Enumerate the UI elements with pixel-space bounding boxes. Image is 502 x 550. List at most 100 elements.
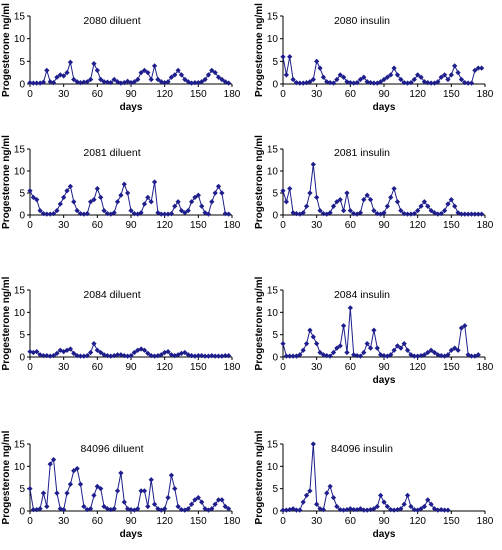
x-tick-label: 0 bbox=[27, 516, 33, 527]
data-point bbox=[148, 199, 154, 205]
data-point bbox=[283, 353, 289, 359]
data-point bbox=[30, 80, 36, 86]
data-point bbox=[290, 76, 296, 83]
data-point bbox=[67, 346, 74, 352]
data-point bbox=[37, 207, 43, 214]
data-point bbox=[212, 190, 218, 196]
y-tick-label: 10 bbox=[14, 34, 26, 45]
data-point bbox=[111, 210, 117, 216]
y-tick-label: 0 bbox=[272, 353, 278, 364]
data-point bbox=[421, 352, 428, 358]
data-point bbox=[330, 80, 337, 86]
data-point bbox=[61, 507, 67, 513]
data-point bbox=[327, 483, 333, 490]
data-point bbox=[114, 352, 121, 358]
series-line bbox=[29, 60, 229, 84]
data-point bbox=[138, 70, 144, 76]
data-point bbox=[84, 79, 90, 85]
data-point bbox=[178, 507, 185, 513]
panel-title: 84096 insulin bbox=[331, 443, 393, 455]
data-point bbox=[121, 499, 127, 505]
panel-title: 2081 diluent bbox=[83, 147, 140, 159]
data-point bbox=[364, 192, 370, 198]
data-point bbox=[212, 501, 218, 507]
data-point bbox=[77, 481, 84, 487]
x-tick-label: 60 bbox=[345, 220, 357, 231]
data-point bbox=[448, 196, 454, 203]
data-point bbox=[50, 457, 57, 463]
data-point bbox=[84, 353, 90, 359]
data-point bbox=[121, 181, 127, 187]
y-tick-label: 10 bbox=[14, 308, 26, 319]
data-point bbox=[317, 65, 323, 71]
y-tick-label: 15 bbox=[14, 286, 26, 297]
data-point bbox=[182, 349, 188, 356]
data-point bbox=[320, 74, 327, 80]
data-point bbox=[37, 352, 43, 358]
data-point bbox=[34, 349, 40, 355]
data-point bbox=[317, 349, 323, 356]
data-point bbox=[300, 347, 306, 353]
data-point bbox=[371, 327, 377, 333]
data-point bbox=[378, 79, 384, 85]
x-tick-label: 180 bbox=[477, 89, 494, 100]
data-point bbox=[222, 211, 228, 217]
data-point bbox=[293, 507, 300, 513]
data-point bbox=[148, 477, 154, 483]
data-point bbox=[300, 499, 306, 505]
x-tick-label: 90 bbox=[125, 220, 137, 231]
data-point bbox=[87, 199, 94, 205]
data-point bbox=[340, 207, 347, 214]
data-point bbox=[340, 74, 347, 80]
x-tick-label: 30 bbox=[58, 220, 70, 231]
data-point bbox=[479, 211, 485, 217]
data-point bbox=[391, 65, 397, 71]
data-point bbox=[411, 76, 417, 83]
panel-title: 2081 insulin bbox=[334, 147, 390, 159]
data-point bbox=[151, 179, 158, 185]
data-point bbox=[67, 59, 74, 65]
data-point bbox=[391, 347, 397, 353]
data-point bbox=[441, 507, 448, 513]
data-point bbox=[283, 199, 289, 205]
data-point bbox=[215, 497, 222, 503]
data-point bbox=[337, 507, 343, 513]
data-point bbox=[67, 183, 74, 190]
data-point bbox=[209, 506, 215, 512]
data-point bbox=[172, 203, 178, 209]
data-point bbox=[202, 353, 208, 359]
data-point bbox=[94, 185, 100, 192]
data-point bbox=[378, 492, 384, 498]
x-tick-label: 120 bbox=[156, 89, 173, 100]
data-point bbox=[391, 185, 397, 192]
data-point bbox=[297, 352, 303, 358]
data-point bbox=[40, 79, 47, 85]
data-point bbox=[165, 349, 171, 355]
panel-title: 2084 insulin bbox=[334, 289, 390, 301]
data-point bbox=[371, 506, 377, 512]
data-point bbox=[114, 488, 121, 494]
data-point bbox=[185, 79, 191, 85]
data-point bbox=[398, 345, 404, 351]
data-point bbox=[74, 79, 80, 85]
data-point bbox=[425, 497, 431, 503]
data-point bbox=[84, 211, 90, 217]
data-point bbox=[425, 80, 431, 86]
data-point bbox=[185, 506, 191, 512]
data-point bbox=[44, 503, 50, 510]
y-tick-label: 10 bbox=[267, 462, 279, 473]
data-point bbox=[50, 353, 57, 359]
y-tick-label: 0 bbox=[272, 507, 278, 518]
y-axis-title: Progesterone ng/ml bbox=[254, 3, 265, 97]
data-point bbox=[458, 76, 465, 83]
x-tick-label: 30 bbox=[311, 516, 323, 527]
data-point bbox=[361, 507, 367, 513]
data-point bbox=[344, 349, 350, 356]
data-point bbox=[415, 72, 421, 78]
data-point bbox=[205, 72, 212, 78]
data-point bbox=[188, 199, 195, 205]
data-point bbox=[455, 347, 461, 353]
x-axis-title: days bbox=[373, 529, 396, 540]
data-point bbox=[303, 492, 310, 498]
